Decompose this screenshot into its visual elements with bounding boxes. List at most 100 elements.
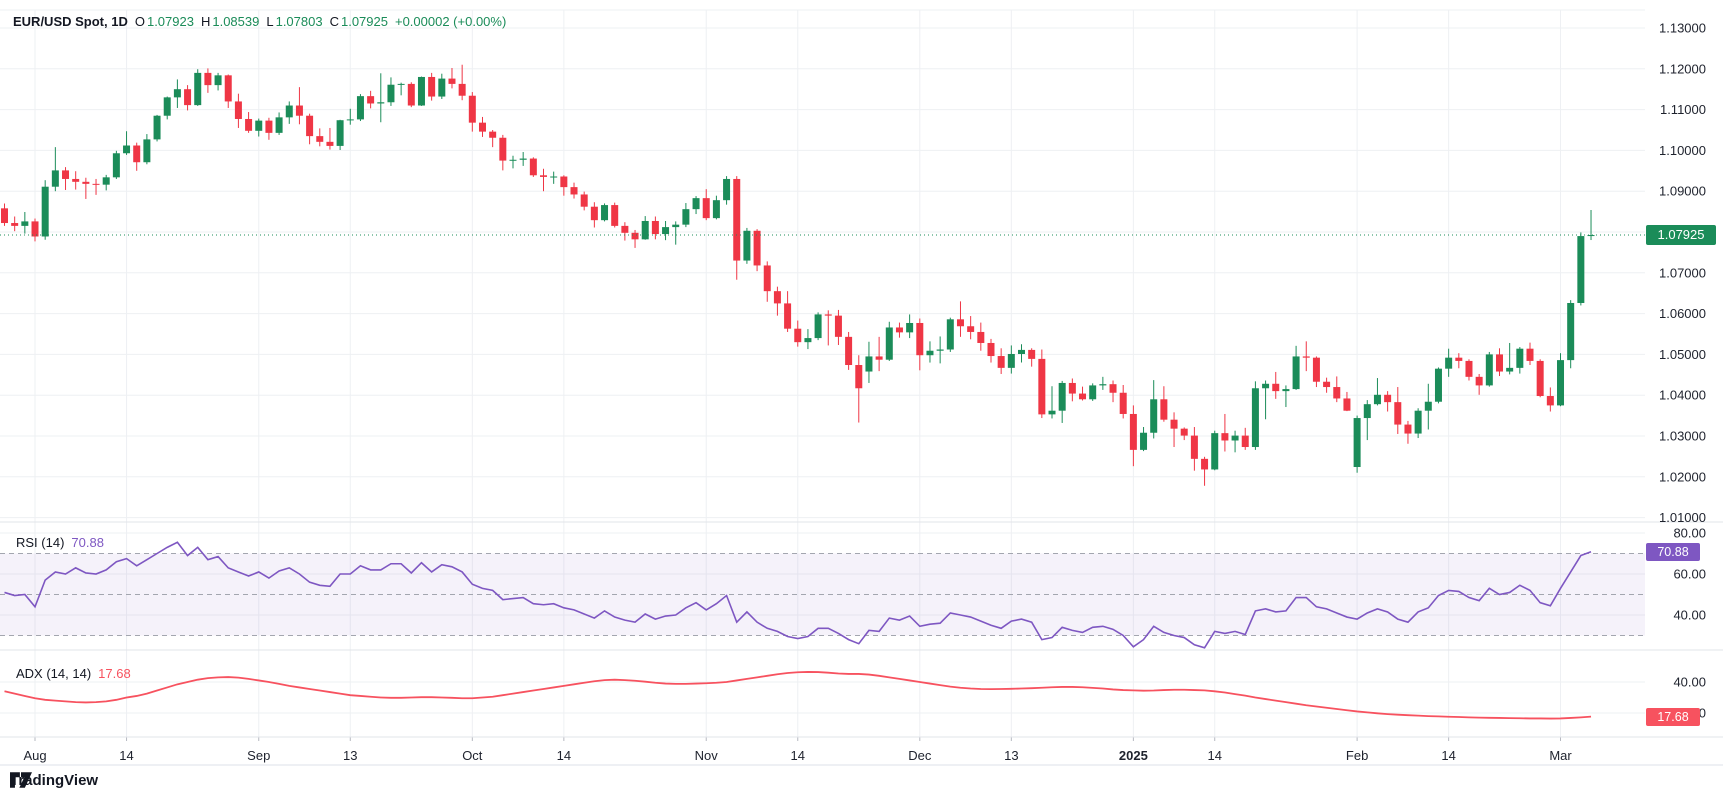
candle — [895, 322, 903, 338]
candle — [631, 229, 639, 248]
candle — [1526, 342, 1534, 366]
ohlc-high: H 1.08539 — [200, 14, 260, 29]
candle — [1129, 405, 1137, 467]
candle — [1506, 342, 1514, 375]
candle — [275, 112, 283, 135]
price-axis-label: 1.03000 — [1659, 429, 1706, 444]
candle — [1160, 386, 1168, 422]
candle — [763, 261, 771, 302]
candle — [1109, 380, 1117, 403]
candle — [1536, 359, 1544, 398]
price-axis[interactable]: 1.130001.120001.110001.100001.090001.080… — [1659, 21, 1706, 721]
candle — [773, 286, 781, 316]
candle — [1485, 351, 1493, 387]
candle — [1211, 430, 1219, 471]
pane-separators[interactable] — [0, 521, 1723, 766]
rsi-title: RSI (14) — [16, 535, 65, 550]
candle — [753, 229, 761, 272]
candle — [1292, 345, 1300, 390]
candle — [1170, 412, 1178, 448]
candle — [977, 322, 985, 351]
candle — [1312, 356, 1320, 388]
price-axis-label: 1.05000 — [1659, 347, 1706, 362]
candle — [519, 152, 527, 166]
candle — [794, 320, 802, 347]
rsi-value-badge: 70.88 — [1646, 542, 1700, 561]
candle — [662, 220, 670, 241]
candle — [1140, 427, 1148, 452]
candle — [1394, 387, 1402, 434]
time-axis-label: Sep — [247, 748, 270, 763]
candle — [601, 203, 609, 222]
candle — [31, 218, 39, 242]
candle — [194, 69, 202, 106]
candle — [133, 142, 141, 171]
candle — [21, 212, 29, 234]
candle — [316, 128, 324, 147]
time-axis-label: Nov — [695, 748, 719, 763]
candle — [72, 171, 80, 190]
time-axis-label: Dec — [908, 748, 932, 763]
price-axis-label: 1.06000 — [1659, 306, 1706, 321]
price-axis-label: 1.09000 — [1659, 184, 1706, 199]
candle — [346, 108, 354, 125]
adx-value: 17.68 — [98, 666, 131, 681]
candle — [184, 85, 192, 111]
adx-legend[interactable]: ADX (14, 14) 17.68 — [16, 666, 131, 681]
candle — [1190, 427, 1198, 471]
candle — [906, 314, 914, 339]
candle — [580, 191, 588, 211]
candle — [214, 72, 222, 91]
adx-value-badge: 17.68 — [1646, 707, 1700, 726]
candle — [397, 82, 405, 96]
candle — [1007, 345, 1015, 374]
candle — [1323, 377, 1331, 393]
candle — [885, 321, 893, 361]
adx-line — [4, 671, 1592, 720]
time-axis-label: Mar — [1549, 748, 1572, 763]
candle — [1475, 373, 1483, 395]
price-axis-label: 1.13000 — [1659, 21, 1706, 36]
candle — [692, 196, 700, 215]
candle — [255, 118, 263, 137]
candle — [387, 77, 395, 106]
candle — [306, 113, 314, 145]
candle — [285, 101, 293, 124]
candle — [102, 174, 110, 191]
candle — [723, 176, 731, 205]
candle — [1038, 349, 1046, 419]
candle — [1, 203, 8, 226]
candle — [1546, 387, 1554, 412]
main-legend[interactable]: EUR/USD Spot, 1D O 1.07923 H 1.08539 L 1… — [13, 14, 506, 29]
candle — [377, 73, 385, 123]
candle — [1577, 232, 1585, 306]
price-axis-label: 1.10000 — [1659, 143, 1706, 158]
time-axis-label: 13 — [1004, 748, 1018, 763]
candle — [489, 130, 497, 148]
candle — [1282, 385, 1290, 408]
candle — [1028, 348, 1036, 367]
candle — [611, 202, 619, 228]
footer-brand[interactable]: TradingView — [10, 772, 98, 789]
candle — [1465, 359, 1473, 381]
rsi-legend[interactable]: RSI (14) 70.88 — [16, 535, 104, 550]
time-axis-label: 14 — [557, 748, 571, 763]
candle — [1424, 383, 1432, 430]
candle — [478, 116, 486, 137]
candle — [92, 178, 100, 195]
candle — [784, 291, 792, 332]
candle — [1587, 210, 1595, 241]
candle — [1557, 353, 1565, 407]
time-axis-label: 14 — [791, 748, 805, 763]
price-axis-label: 1.11000 — [1660, 102, 1706, 117]
candle — [417, 76, 425, 106]
time-axis-label: Feb — [1346, 748, 1368, 763]
candle — [956, 301, 964, 337]
candle — [743, 227, 751, 264]
change-value: +0.00002 (+0.00%) — [394, 14, 507, 29]
candle — [529, 157, 537, 177]
time-axis[interactable]: Aug 14 Sep 13 Oct 14 Nov 14 Dec 13 2025 14 Feb 14 Mar — [23, 748, 1572, 763]
price-axis-label: 1.04000 — [1659, 388, 1706, 403]
candle — [1058, 380, 1066, 423]
